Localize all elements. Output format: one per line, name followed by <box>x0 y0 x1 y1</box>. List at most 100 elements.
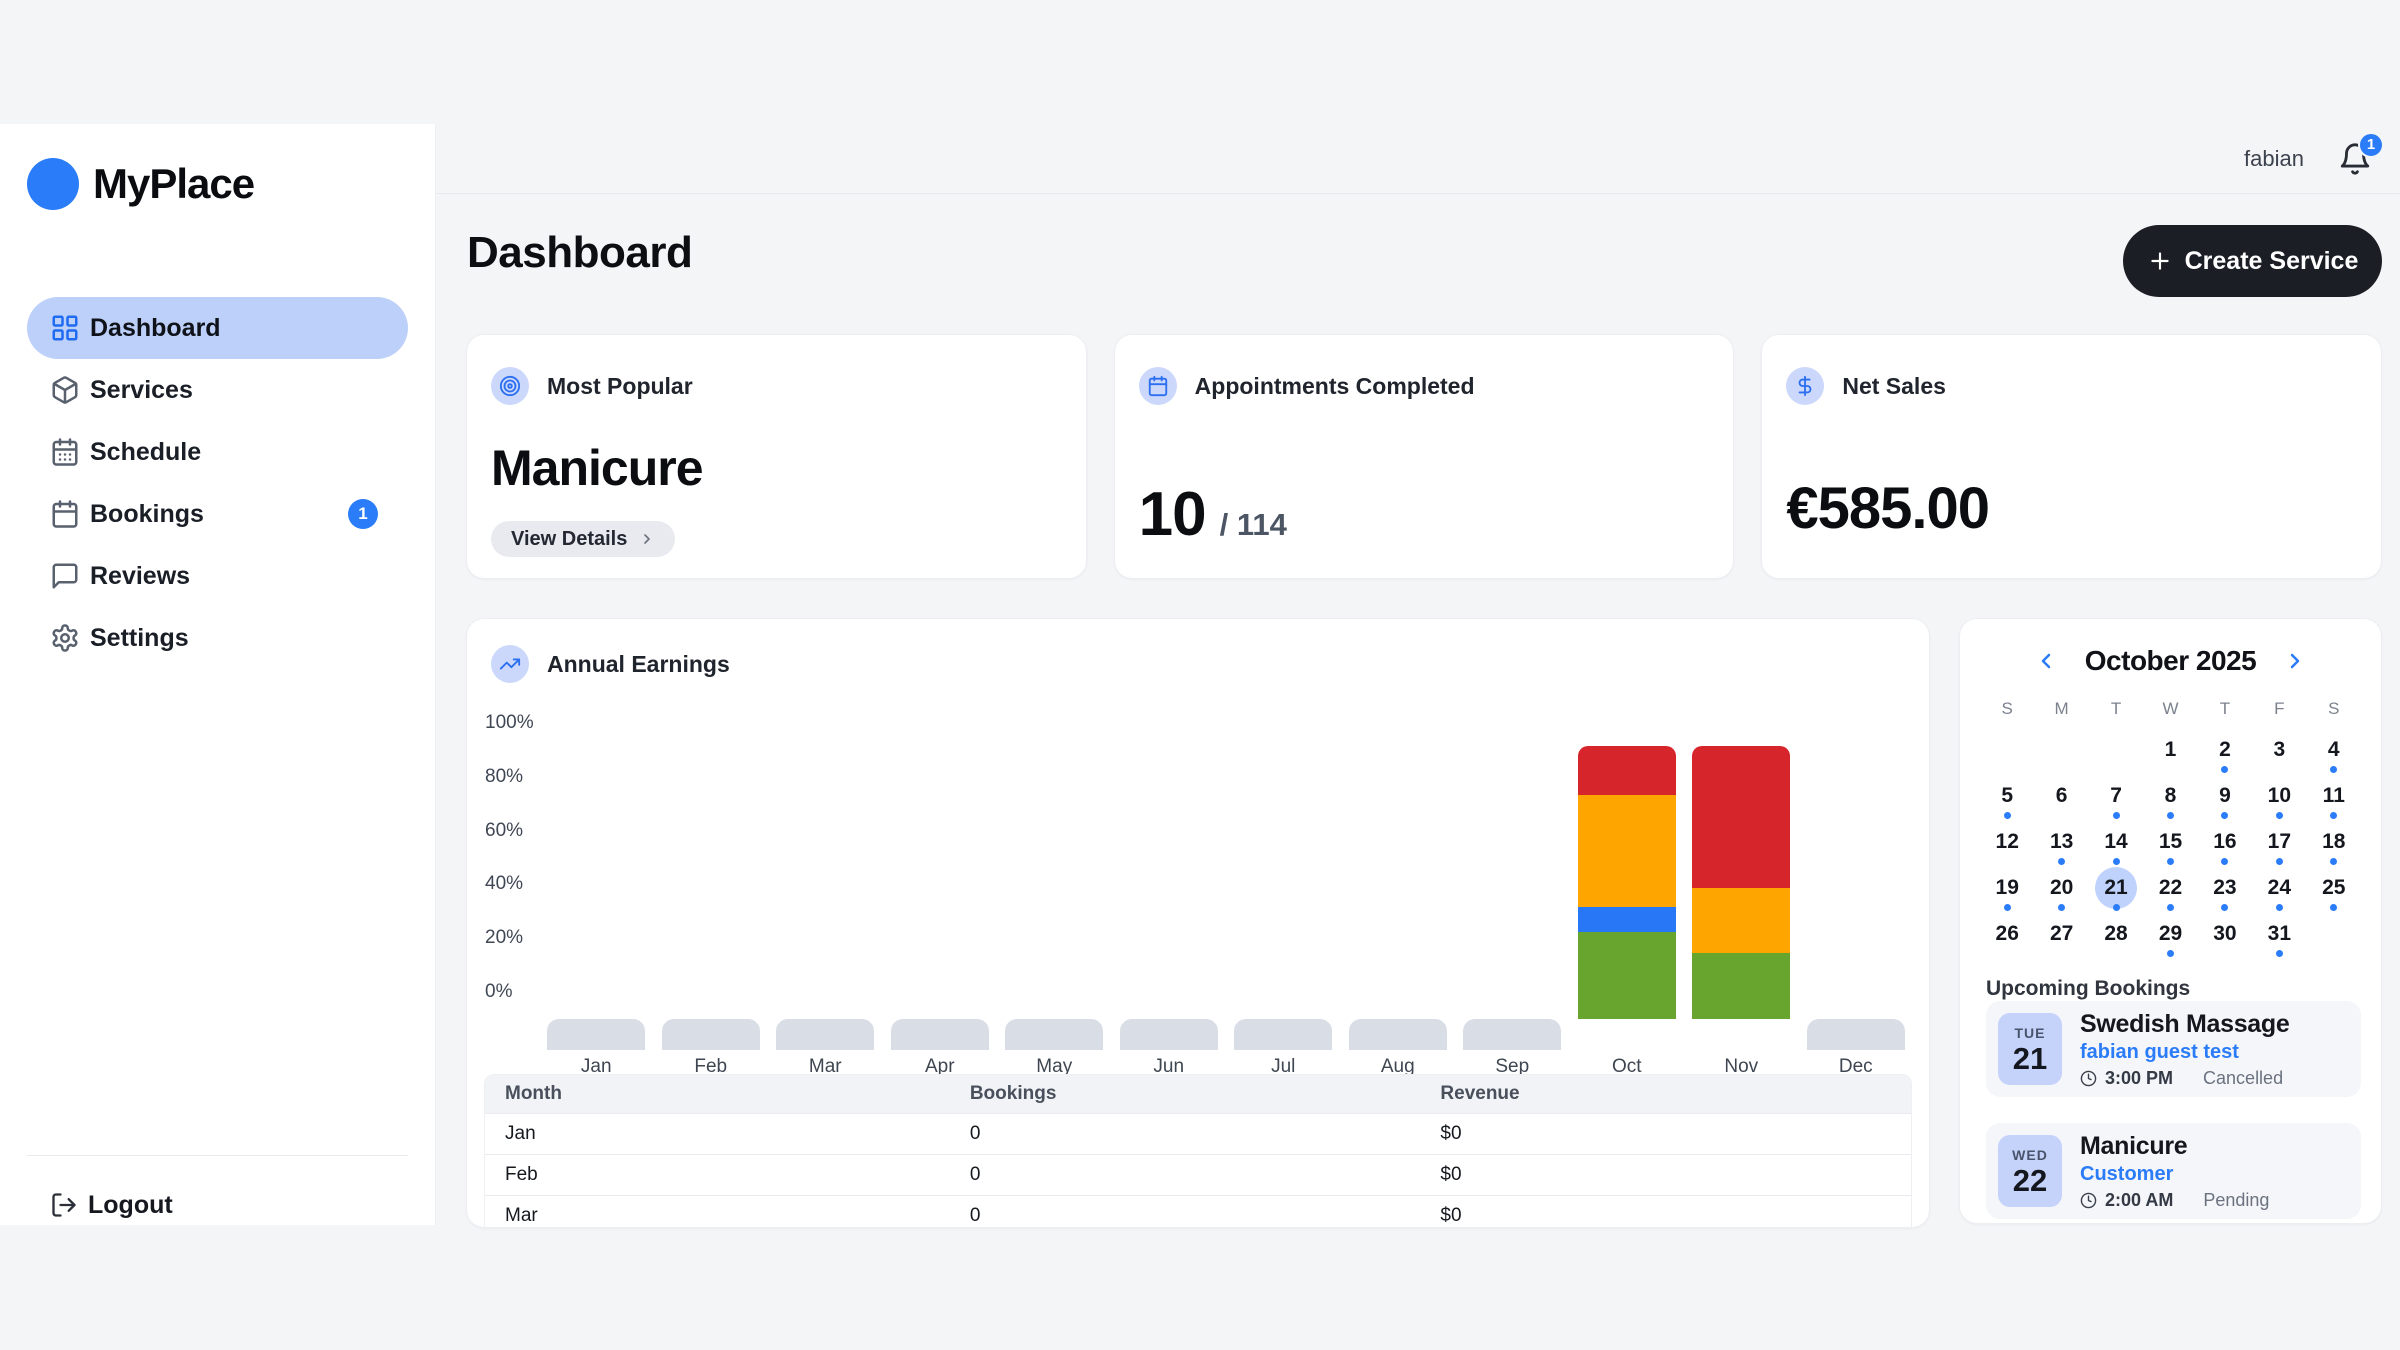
message-square-icon <box>50 561 80 591</box>
calendar-day-26[interactable]: 26 <box>1995 922 2019 945</box>
chart-slot-apr: Apr <box>883 746 998 1084</box>
chart-slot-jul: Jul <box>1226 746 1341 1084</box>
calendar-day-23[interactable]: 23 <box>2198 865 2252 911</box>
empty-month-pill <box>661 1019 760 1050</box>
sidebar-item-settings[interactable]: Settings <box>27 607 408 669</box>
table-cell: 0 <box>969 1205 981 1226</box>
chart-slot-mar: Mar <box>768 746 883 1084</box>
bar-segment-orange <box>1577 795 1676 908</box>
calendar-day-4[interactable]: 4 <box>2307 727 2361 773</box>
logo: MyPlace <box>27 158 255 210</box>
calendar-day-31[interactable]: 31 <box>2252 911 2306 957</box>
calendar-day-11[interactable]: 11 <box>2307 773 2361 819</box>
stacked-bar-oct[interactable] <box>1577 746 1676 1019</box>
empty-month-pill <box>1806 1019 1905 1050</box>
calendar-day-2[interactable]: 2 <box>2198 727 2252 773</box>
booking-info: Manicure Customer 2:00 AM Pending <box>2080 1132 2269 1211</box>
sidebar-item-services[interactable]: Services <box>27 359 408 421</box>
booking-dot-icon <box>2112 858 2120 865</box>
sidebar-item-reviews[interactable]: Reviews <box>27 545 408 607</box>
calendar-day-19[interactable]: 19 <box>1980 865 2034 911</box>
bar-segment-orange <box>1692 887 1791 954</box>
y-tick-label: 20% <box>485 927 524 949</box>
table-cell: Feb <box>505 1164 538 1185</box>
calendar-day-1[interactable]: 1 <box>2164 738 2177 761</box>
calendar-day-9[interactable]: 9 <box>2198 773 2252 819</box>
calendar-day-16[interactable]: 16 <box>2198 819 2252 865</box>
y-tick-label: 40% <box>485 873 524 895</box>
notifications-button[interactable]: 1 <box>2338 131 2384 176</box>
calendar-day-21[interactable]: 21 <box>2089 865 2143 911</box>
sidebar-item-bookings[interactable]: Bookings 1 <box>27 483 408 545</box>
x-axis-label: Aug <box>1380 1056 1415 1077</box>
bar-segment-blue <box>1577 907 1676 932</box>
empty-month-pill <box>1348 1019 1447 1050</box>
table-cell: $0 <box>1440 1205 1462 1226</box>
calendar-day-24[interactable]: 24 <box>2252 865 2306 911</box>
calendar-day-3[interactable]: 3 <box>2273 738 2286 761</box>
booking-customer-link[interactable]: Customer <box>2080 1162 2174 1185</box>
sidebar-item-dashboard[interactable]: Dashboard <box>27 297 408 359</box>
calendar-day-6[interactable]: 6 <box>2055 784 2068 807</box>
logout-button[interactable]: Logout <box>50 1180 173 1230</box>
upcoming-bookings-heading: Upcoming Bookings <box>1986 977 2191 1000</box>
booking-time: 3:00 PM <box>2105 1067 2174 1088</box>
bookings-count-badge: 1 <box>348 499 378 529</box>
target-icon <box>491 367 529 405</box>
calendar-day-28[interactable]: 28 <box>2104 922 2128 945</box>
x-axis-label: Sep <box>1495 1056 1530 1077</box>
calendar-day-17[interactable]: 17 <box>2252 819 2306 865</box>
x-axis-label: Feb <box>694 1056 728 1077</box>
sidebar-item-schedule[interactable]: Schedule <box>27 421 408 483</box>
annual-earnings-panel: Annual Earnings 100% 80% 60% 40% 20% 0% Jan Fe… <box>466 618 1930 1228</box>
calendar-day-14[interactable]: 14 <box>2089 819 2143 865</box>
x-axis-label: Jul <box>1271 1056 1296 1077</box>
appointments-head: Appointments Completed <box>1138 367 1475 405</box>
calendar-icon <box>1138 367 1177 405</box>
booking-dot-icon <box>2058 904 2066 911</box>
username[interactable]: fabian <box>2244 145 2304 171</box>
booking-card[interactable]: TUE 21 Swedish Massage fabian guest test 3:0… <box>1986 1001 2361 1097</box>
calendar-day-18[interactable]: 18 <box>2307 819 2361 865</box>
weekday-label: T <box>2110 699 2122 718</box>
calendar-day-30[interactable]: 30 <box>2213 922 2237 945</box>
calendar-day-8[interactable]: 8 <box>2143 773 2197 819</box>
stats-cards-row: Most Popular Manicure View Details Appoi… <box>466 334 2383 579</box>
y-tick-label: 0% <box>485 981 513 1002</box>
booking-card[interactable]: WED 22 Manicure Customer 2:00 AM Pending <box>1986 1123 2361 1219</box>
create-service-button[interactable]: Create Service <box>2123 225 2382 297</box>
weekday-label: M <box>2054 699 2069 718</box>
booking-customer-link[interactable]: fabian guest test <box>2080 1040 2239 1063</box>
x-axis-label: Oct <box>1611 1056 1642 1077</box>
calendar-day-27[interactable]: 27 <box>2049 922 2074 945</box>
calendar-day-13[interactable]: 13 <box>2034 819 2088 865</box>
calendar-day-15[interactable]: 15 <box>2143 819 2197 865</box>
weekday-label: S <box>2328 699 2340 718</box>
stacked-bar-nov[interactable] <box>1692 746 1791 1019</box>
x-axis-label: Nov <box>1724 1056 1759 1077</box>
calendar-day-20[interactable]: 20 <box>2034 865 2088 911</box>
calendar-next-button[interactable] <box>2282 648 2308 674</box>
booking-dot-icon <box>2166 904 2174 911</box>
booking-dot-icon <box>2275 904 2283 911</box>
chevron-right-icon <box>639 531 655 547</box>
booking-weekday: WED <box>2012 1146 2048 1163</box>
calendar-day-7[interactable]: 7 <box>2089 773 2143 819</box>
booking-time: 2:00 AM <box>2105 1189 2174 1210</box>
calendar-day-22[interactable]: 22 <box>2143 865 2197 911</box>
booking-dot-icon <box>2221 812 2229 819</box>
calendar-day-10[interactable]: 10 <box>2252 773 2306 819</box>
sidebar-item-label: Settings <box>90 623 189 652</box>
most-popular-head: Most Popular <box>491 367 693 405</box>
calendar-day-29[interactable]: 29 <box>2143 911 2197 957</box>
view-details-button[interactable]: View Details <box>491 521 676 557</box>
appointments-total: / 114 <box>1219 507 1287 542</box>
calendar-prev-button[interactable] <box>2033 648 2059 674</box>
x-axis-label: Jun <box>1153 1056 1185 1077</box>
calendar-day-25[interactable]: 25 <box>2307 865 2361 911</box>
calendar-day-5[interactable]: 5 <box>1980 773 2034 819</box>
booking-dot-icon <box>2112 904 2120 911</box>
calendar-day-12[interactable]: 12 <box>1995 830 2019 853</box>
